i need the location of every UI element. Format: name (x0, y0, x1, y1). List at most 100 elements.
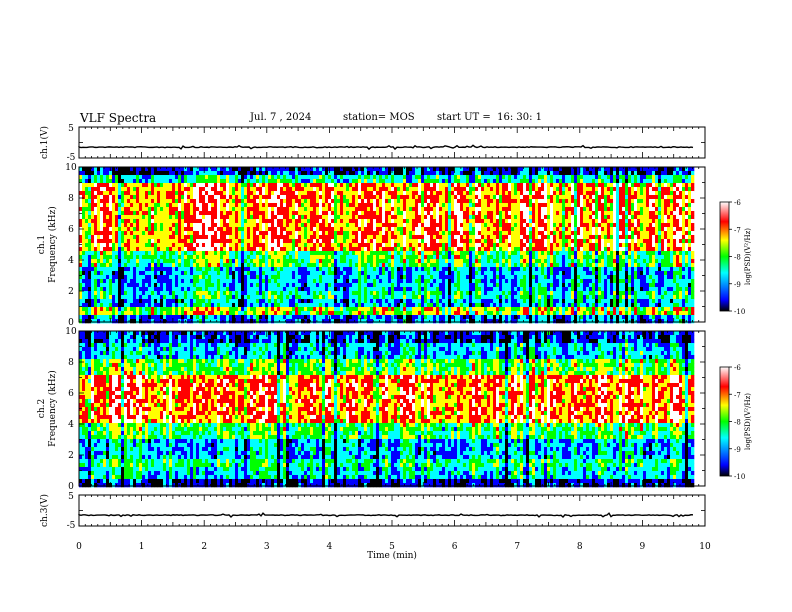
ch1-spectrogram-cell (202, 287, 206, 292)
ch1-spectrogram-cell (352, 267, 356, 272)
ch1-spectrogram-cell (343, 319, 347, 324)
ch1-spectrogram-cell (271, 223, 275, 228)
ch1-spectrogram-cell (241, 191, 245, 196)
ch1-spectrogram-cell (325, 199, 329, 204)
ch1-spectrogram-cell (424, 191, 428, 196)
ch1-spectrogram-cell (412, 263, 416, 268)
ch1-spectrogram-cell (403, 203, 407, 208)
ch1-spectrogram-cell (391, 303, 395, 308)
ch1-spectrogram-cell (250, 263, 254, 268)
ch1-spectrogram-cell (142, 303, 146, 308)
ch1-spectrogram-cell (328, 255, 332, 260)
ch1-spectrogram-cell (205, 279, 209, 284)
ch1-spectrogram-cell (439, 263, 443, 268)
ch1-spectrogram-cell (169, 179, 173, 184)
ch1-spectrogram-cell (427, 315, 431, 320)
ch1-spectrogram-cell (328, 207, 332, 212)
ch1-spectrogram-cell (397, 315, 401, 320)
ch1-spectrogram-cell (238, 195, 242, 200)
ch1-spectrogram-cell (403, 287, 407, 292)
ch1-spectrogram-cell (226, 247, 230, 252)
ch1-spectrogram-cell (304, 279, 308, 284)
ch1-spectrogram-cell (151, 315, 155, 320)
ch1-spectrogram-cell (202, 175, 206, 180)
ch1-spectrogram-cell (202, 191, 206, 196)
ch1-spectrogram-cell (226, 311, 230, 316)
ch1-spectrogram-cell (412, 291, 416, 296)
ch1-spectrogram-cell (208, 207, 212, 212)
ch1-spectrogram-cell (142, 295, 146, 300)
ch1-spectrogram-cell (247, 171, 251, 176)
ch1-spectrogram-cell (373, 171, 377, 176)
ch1-spectrogram-cell (382, 243, 386, 248)
ch1-spectrogram-cell (427, 195, 431, 200)
ch1-spectrogram-cell (286, 215, 290, 220)
ch1-spectrogram-cell (289, 231, 293, 236)
ch1-spectrogram-cell (187, 211, 191, 216)
ch1-spectrogram-cell (250, 307, 254, 312)
ch1-spectrogram-cell (268, 283, 272, 288)
ch1-spectrogram-cell (382, 223, 386, 228)
ch1-spectrogram-cell (151, 231, 155, 236)
ch1-spectrogram-cell (217, 307, 221, 312)
ch1-spectrogram-cell (115, 271, 119, 276)
ch1-spectrogram-cell (352, 199, 356, 204)
ch1-spectrogram-cell (328, 227, 332, 232)
ch1-spectrogram-cell (184, 315, 188, 320)
ch1-spectrogram-cell (172, 167, 176, 172)
ch1-spectrogram-cell (151, 267, 155, 272)
ch1-spectrogram-cell (247, 227, 251, 232)
ch1-spectrogram-cell (151, 191, 155, 196)
ch1-spectrogram-cell (121, 283, 125, 288)
ch1-spectrogram-cell (175, 167, 179, 172)
ch1-spectrogram-cell (169, 183, 173, 188)
ch1-spectrogram-cell (280, 211, 284, 216)
ch1-spectrogram-cell (190, 267, 194, 272)
ch1-spectrogram-cell (265, 295, 269, 300)
ch1-spectrogram-cell (289, 247, 293, 252)
ch1-spectrogram-cell (154, 215, 158, 220)
ch1-spectrogram-cell (262, 207, 266, 212)
ch1-spectrogram-cell (136, 319, 140, 324)
ch1-spectrogram-cell (316, 183, 320, 188)
ch1-spectrogram-cell (337, 171, 341, 176)
ch1-spectrogram-cell (133, 239, 137, 244)
ch1-spectrogram-cell (292, 231, 296, 236)
ch1-spectrogram-cell (220, 319, 224, 324)
ch1-spectrogram-cell (316, 251, 320, 256)
ch1-spectrogram-cell (241, 223, 245, 228)
ch1-spectrogram-cell (202, 271, 206, 276)
ch1-spectrogram-cell (121, 279, 125, 284)
ch1-spectrogram-cell (334, 267, 338, 272)
ch1-spectrogram-cell (343, 175, 347, 180)
ch1-spectrogram-cell (313, 251, 317, 256)
ch1-spectrogram-cell (313, 295, 317, 300)
ch1-spectrogram-cell (364, 279, 368, 284)
ch1-spectrogram-cell (310, 251, 314, 256)
ch1-spectrogram-cell (133, 199, 137, 204)
ch1-spectrogram-cell (295, 287, 299, 292)
ch1-spectrogram-cell (346, 283, 350, 288)
ch1-spectrogram-cell (82, 279, 86, 284)
ch1-spectrogram-cell (187, 311, 191, 316)
ch1-spectrogram-cell (184, 183, 188, 188)
ch1-spectrogram-cell (208, 187, 212, 192)
ch1-spectrogram-cell (175, 319, 179, 324)
ch1-spectrogram-cell (139, 175, 143, 180)
ch1-spectrogram-cell (235, 303, 239, 308)
ch1-spectrogram-cell (304, 203, 308, 208)
ch1-spectrogram-cell (148, 267, 152, 272)
ch1-spectrogram-cell (283, 303, 287, 308)
ch1-spectrogram-cell (142, 255, 146, 260)
ch1-spectrogram-cell (232, 247, 236, 252)
ch1-spectrogram-cell (442, 239, 446, 244)
ch1-spectrogram-cell (139, 311, 143, 316)
ch1-spectrogram-cell (241, 167, 245, 172)
ch1-spectrogram-cell (361, 295, 365, 300)
ch1-spectrogram-cell (187, 271, 191, 276)
ch1-spectrogram-cell (82, 275, 86, 280)
ch1-spectrogram-cell (379, 303, 383, 308)
ch1-spectrogram-cell (274, 247, 278, 252)
ch1-spectrogram-cell (160, 247, 164, 252)
ch1-spectrogram-cell (259, 195, 263, 200)
